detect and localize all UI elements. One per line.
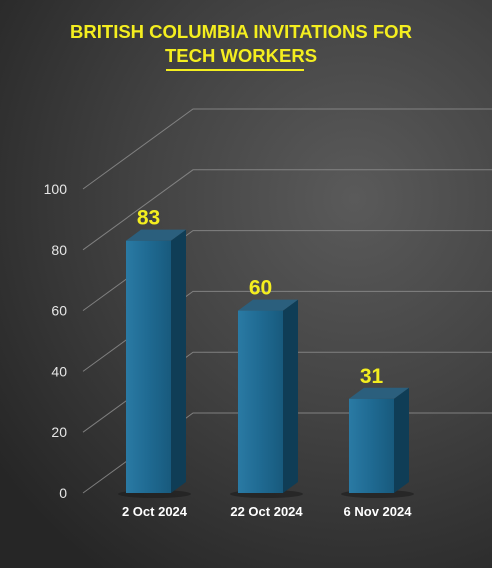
gridline	[82, 290, 492, 372]
y-tick-label: 60	[51, 303, 67, 319]
chart-title: BRITISH COLUMBIA INVITATIONS FOR TECH WO…	[0, 20, 482, 68]
gridline	[82, 230, 492, 312]
value-label: 83	[137, 207, 160, 230]
gridline	[82, 108, 492, 190]
bar	[238, 310, 283, 493]
bar-top	[238, 299, 298, 311]
title-underline	[166, 69, 304, 71]
y-tick-label: 0	[59, 485, 67, 501]
x-tick-label: 22 Oct 2024	[230, 504, 303, 519]
y-tick-label: 80	[51, 242, 67, 258]
x-tick-label: 2 Oct 2024	[122, 504, 188, 519]
bar	[126, 240, 171, 493]
y-tick-label: 40	[51, 363, 67, 379]
bar-side	[283, 299, 298, 493]
bar-top	[126, 229, 186, 241]
bar	[349, 398, 394, 493]
value-label: 31	[360, 365, 384, 388]
gridline	[82, 351, 492, 433]
chart-title-line-1: BRITISH COLUMBIA INVITATIONS FOR	[70, 21, 412, 42]
gridline	[82, 169, 492, 251]
chart-title-line-2: TECH WORKERS	[164, 45, 318, 66]
bar-top	[349, 387, 409, 399]
bar-side	[394, 387, 409, 493]
y-tick-label: 20	[51, 424, 67, 440]
y-tick-label: 100	[44, 181, 68, 197]
bar-side	[171, 229, 186, 493]
value-label: 60	[249, 277, 272, 300]
x-tick-label: 6 Nov 2024	[344, 504, 413, 519]
